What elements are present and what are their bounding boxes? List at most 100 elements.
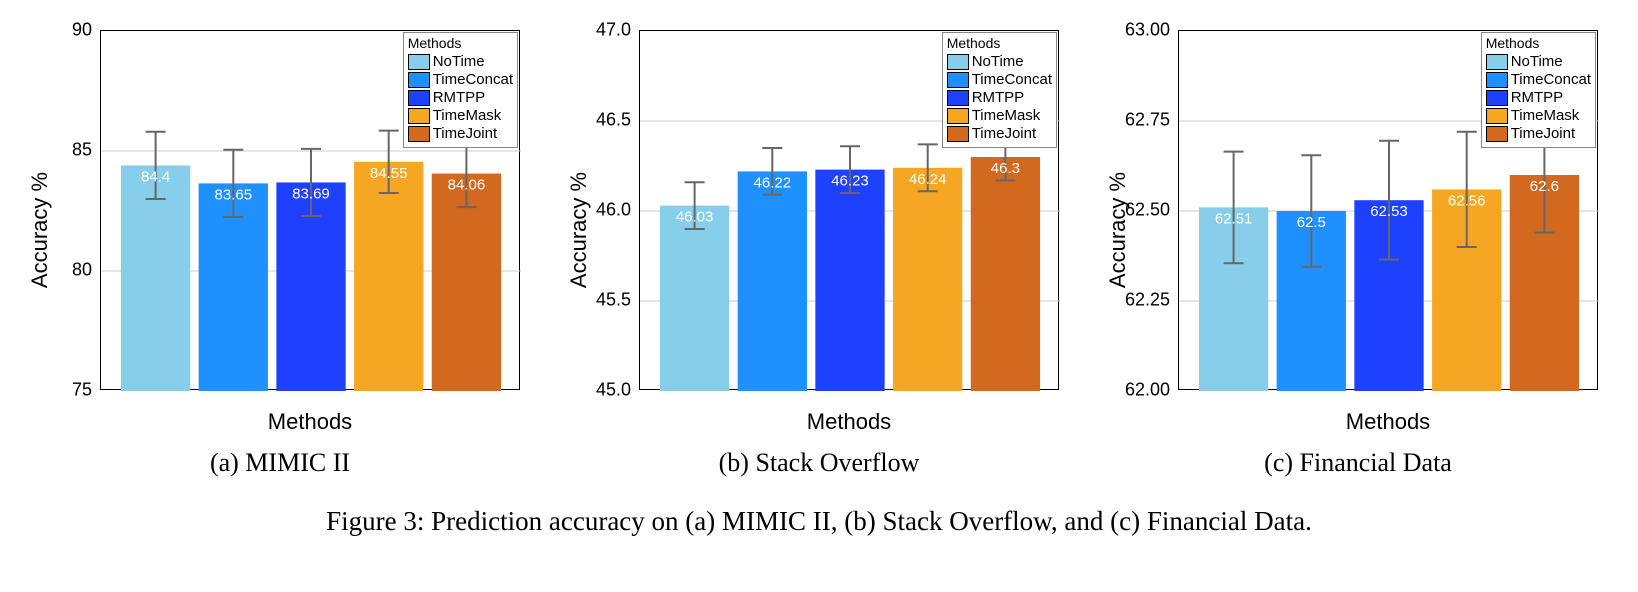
y-tick-label: 63.00 (1125, 20, 1176, 41)
legend-item: RMTPP (408, 89, 513, 107)
legend-swatch-icon (947, 108, 969, 124)
legend-item: NoTime (1486, 53, 1591, 71)
bar-value-label: 62.6 (1530, 178, 1559, 195)
legend-label: TimeConcat (972, 71, 1052, 89)
y-tick-label: 85 (72, 140, 98, 161)
legend-label: TimeMask (1511, 107, 1580, 125)
plot-area: 46.0346.2246.2346.2446.3MethodsNoTimeTim… (639, 30, 1059, 390)
bar-rmtpp (815, 170, 884, 391)
y-tick-label: 75 (72, 380, 98, 401)
y-tick-label: 80 (72, 260, 98, 281)
legend-item: TimeMask (947, 107, 1052, 125)
legend-label: RMTPP (972, 89, 1025, 107)
legend-title: Methods (408, 35, 513, 52)
legend-item: TimeMask (1486, 107, 1591, 125)
legend-swatch-icon (947, 54, 969, 70)
legend-swatch-icon (408, 90, 430, 106)
bar-value-label: 84.4 (141, 168, 170, 185)
bar-value-label: 62.56 (1448, 192, 1486, 209)
legend-label: NoTime (1511, 53, 1563, 71)
y-tick-label: 46.5 (596, 110, 637, 131)
y-tick-label: 62.00 (1125, 380, 1176, 401)
legend-swatch-icon (947, 72, 969, 88)
legend-title: Methods (1486, 35, 1591, 52)
bar-value-label: 84.55 (370, 165, 408, 182)
legend-item: RMTPP (947, 89, 1052, 107)
legend-item: TimeConcat (408, 71, 513, 89)
bar-timejoint (971, 157, 1040, 391)
legend-item: TimeMask (408, 107, 513, 125)
legend-item: TimeConcat (947, 71, 1052, 89)
legend-swatch-icon (1486, 54, 1508, 70)
panels-row: Accuracy %Methods7580859084.483.6583.698… (20, 20, 1618, 478)
legend-swatch-icon (1486, 90, 1508, 106)
plot-area: 62.5162.562.5362.5662.6MethodsNoTimeTime… (1178, 30, 1598, 390)
legend: MethodsNoTimeTimeConcatRMTPPTimeMaskTime… (1481, 32, 1596, 148)
bar-value-label: 62.5 (1297, 214, 1326, 231)
panel-b: Accuracy %Methods45.045.546.046.547.046.… (559, 20, 1079, 478)
legend-swatch-icon (947, 90, 969, 106)
legend-swatch-icon (1486, 126, 1508, 142)
sub-caption: (b) Stack Overflow (719, 448, 920, 478)
legend-label: TimeConcat (433, 71, 513, 89)
figure: Accuracy %Methods7580859084.483.6583.698… (20, 20, 1618, 537)
y-tick-label: 45.5 (596, 290, 637, 311)
bar-notime (660, 206, 729, 391)
legend-label: RMTPP (1511, 89, 1564, 107)
legend-label: RMTPP (433, 89, 486, 107)
figure-caption: Figure 3: Prediction accuracy on (a) MIM… (20, 506, 1618, 537)
legend-item: TimeConcat (1486, 71, 1591, 89)
sub-caption: (c) Financial Data (1264, 448, 1452, 478)
bar-value-label: 46.24 (909, 171, 947, 188)
panel-a: Accuracy %Methods7580859084.483.6583.698… (20, 20, 540, 478)
legend-label: NoTime (972, 53, 1024, 71)
legend-item: TimeJoint (1486, 125, 1591, 143)
legend-item: RMTPP (1486, 89, 1591, 107)
bar-value-label: 46.3 (991, 160, 1020, 177)
legend-label: NoTime (433, 53, 485, 71)
legend-label: TimeJoint (972, 125, 1036, 143)
legend-swatch-icon (1486, 108, 1508, 124)
legend-item: TimeJoint (947, 125, 1052, 143)
y-tick-label: 62.25 (1125, 290, 1176, 311)
legend-item: NoTime (947, 53, 1052, 71)
bar-timeconcat (738, 171, 807, 391)
plot-outer: Accuracy %Methods7580859084.483.6583.698… (30, 20, 530, 440)
sub-caption: (a) MIMIC II (210, 448, 350, 478)
bar-value-label: 83.65 (215, 186, 253, 203)
bar-value-label: 46.03 (676, 209, 714, 226)
y-tick-label: 47.0 (596, 20, 637, 41)
bar-timemask (893, 168, 962, 391)
plot-outer: Accuracy %Methods45.045.546.046.547.046.… (569, 20, 1069, 440)
legend-swatch-icon (408, 126, 430, 142)
bar-value-label: 84.06 (448, 177, 486, 194)
legend-label: TimeJoint (1511, 125, 1575, 143)
y-axis-label: Accuracy % (1105, 172, 1131, 288)
legend-item: NoTime (408, 53, 513, 71)
x-axis-label: Methods (1178, 409, 1598, 435)
plot-outer: Accuracy %Methods62.0062.2562.5062.7563.… (1108, 20, 1608, 440)
bar-value-label: 62.51 (1215, 210, 1253, 227)
y-axis-label: Accuracy % (27, 172, 53, 288)
legend-label: TimeMask (972, 107, 1041, 125)
legend-swatch-icon (947, 126, 969, 142)
bar-value-label: 46.22 (754, 174, 792, 191)
legend-label: TimeMask (433, 107, 502, 125)
legend-swatch-icon (408, 72, 430, 88)
legend-swatch-icon (1486, 72, 1508, 88)
y-tick-label: 62.75 (1125, 110, 1176, 131)
y-tick-label: 46.0 (596, 200, 637, 221)
legend-label: TimeConcat (1511, 71, 1591, 89)
bar-timemask (354, 162, 423, 391)
legend-swatch-icon (408, 54, 430, 70)
legend: MethodsNoTimeTimeConcatRMTPPTimeMaskTime… (942, 32, 1057, 148)
bar-value-label: 62.53 (1370, 203, 1408, 220)
x-axis-label: Methods (639, 409, 1059, 435)
panel-c: Accuracy %Methods62.0062.2562.5062.7563.… (1098, 20, 1618, 478)
bar-value-label: 46.23 (831, 173, 869, 190)
plot-area: 84.483.6583.6984.5584.06MethodsNoTimeTim… (100, 30, 520, 390)
y-tick-label: 45.0 (596, 380, 637, 401)
legend: MethodsNoTimeTimeConcatRMTPPTimeMaskTime… (403, 32, 518, 148)
legend-swatch-icon (408, 108, 430, 124)
legend-title: Methods (947, 35, 1052, 52)
